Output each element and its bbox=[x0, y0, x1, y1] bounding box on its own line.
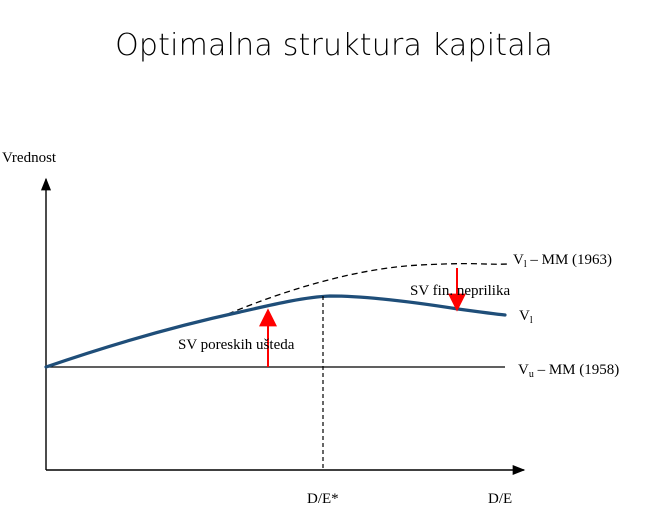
tax-savings-label: SV poreskih ušteda bbox=[178, 337, 295, 353]
vl-curve bbox=[44, 294, 507, 369]
y-axis-label: Vrednost bbox=[2, 150, 57, 166]
vu-mm-1958-tail: – MM (1958) bbox=[534, 362, 619, 378]
slide-title: Optimalna struktura kapitala bbox=[115, 28, 553, 63]
vl-mm-1963-main: V bbox=[513, 252, 524, 268]
optimum-label: D/E* bbox=[307, 491, 339, 507]
vl-sub: l bbox=[530, 315, 533, 326]
vl-label: Vl bbox=[519, 308, 533, 326]
distress-costs-label: SV fin. neprilika bbox=[410, 283, 510, 299]
vl-main: V bbox=[519, 308, 530, 324]
vl-mm-1963-label: Vl – MM (1963) bbox=[513, 252, 612, 270]
vl-mm-1963-dashed-curve bbox=[227, 262, 509, 315]
vu-mm-1958-label: Vu – MM (1958) bbox=[518, 362, 619, 380]
vl-mm-1963-tail: – MM (1963) bbox=[527, 252, 612, 268]
vu-mm-1958-main: V bbox=[518, 362, 529, 378]
vl-mm-1963-sub: l bbox=[524, 259, 527, 270]
vu-mm-1958-sub: u bbox=[529, 369, 534, 380]
x-axis-label: D/E bbox=[488, 491, 512, 507]
